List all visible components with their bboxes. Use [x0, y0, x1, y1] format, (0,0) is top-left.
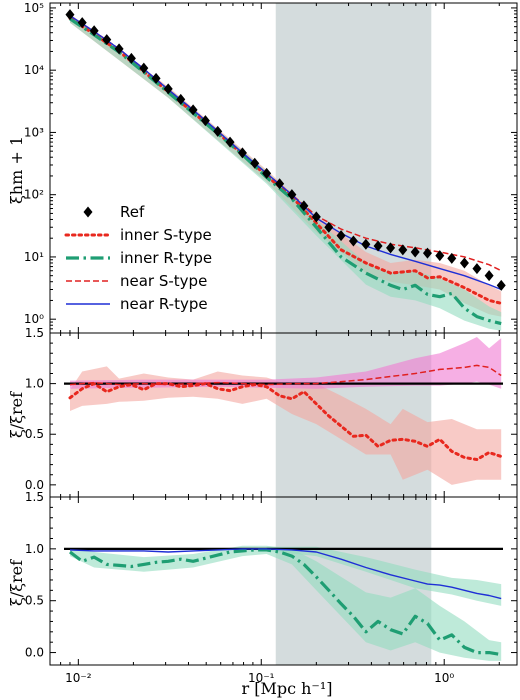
legend: Ref inner S-type inner R-type near S-type ne…: [64, 203, 212, 313]
series-lines-layer: [64, 9, 506, 657]
series-line-near-s-type: [69, 364, 502, 386]
y-tick-label: 1.0: [25, 542, 44, 556]
legend-entry-label: Ref: [120, 203, 145, 221]
ref-point: [126, 52, 136, 64]
ref-point: [176, 93, 186, 105]
ref-point: [151, 72, 161, 84]
ref-point: [299, 200, 309, 212]
x-axis-label: r [Mpc h⁻¹]: [241, 679, 332, 698]
ref-point: [422, 247, 432, 259]
legend-entry-label: inner R-type: [120, 249, 212, 267]
tick-labels-layer: 10⁰10¹10²10³10⁴10⁵0.00.51.01.50.00.51.01…: [24, 1, 455, 685]
y-tick-label: 10⁴: [24, 63, 44, 77]
ref-point: [139, 62, 149, 74]
y-tick-label: 1.5: [25, 326, 44, 340]
ref-point: [65, 9, 75, 21]
ref-point: [237, 147, 247, 159]
y-tick-label: 10⁵: [24, 1, 44, 15]
y-axis-label-top: ξhm + 1: [7, 136, 26, 204]
y-tick-label: 10¹: [24, 250, 44, 264]
y-tick-label: 0.0: [25, 478, 44, 492]
ref-point: [250, 157, 260, 169]
ref-point: [336, 230, 346, 242]
y-tick-label: 0.5: [25, 427, 44, 441]
ref-point: [188, 104, 198, 116]
panel-frame: [49, 496, 518, 666]
ref-point: [373, 240, 383, 252]
y-tick-label: 1.5: [25, 490, 44, 504]
ref-point: [484, 270, 494, 282]
ref-point: [163, 83, 173, 95]
ref-point: [447, 252, 457, 264]
ref-point: [324, 221, 334, 233]
series-line-inner-s-type: [68, 382, 503, 461]
series-line-inner-r-type: [69, 548, 502, 657]
y-tick-label: 1.0: [25, 377, 44, 391]
series-line-inner-r-type: [69, 17, 502, 326]
ref-point: [77, 17, 87, 29]
legend-entry-label: inner S-type: [120, 226, 212, 244]
y-tick-label: 10²: [24, 188, 44, 202]
ref-point: [200, 115, 210, 127]
series-line-near-r-type: [69, 548, 502, 600]
axes-layer: [49, 2, 518, 666]
ref-point: [496, 279, 506, 291]
x-tick-label: 10⁻¹: [248, 671, 275, 685]
ref-point: [114, 43, 124, 55]
legend-marker-ref: [83, 206, 93, 218]
uncertainty-band: [266, 546, 502, 606]
y-tick-label: 0.5: [25, 594, 44, 608]
y-tick-label: 0.0: [25, 646, 44, 660]
ref-point: [275, 178, 285, 190]
y-axis-label-middle: ξ/ξref: [7, 391, 26, 438]
ref-point: [225, 136, 235, 148]
ref-point: [213, 125, 223, 137]
legend-entry-label: near R-type: [120, 295, 208, 313]
ref-point: [262, 167, 272, 179]
y-axis-label-bottom: ξ/ξref: [7, 559, 26, 606]
ref-point: [472, 263, 482, 275]
ref-point: [410, 246, 420, 258]
legend-entry-label: near S-type: [120, 272, 207, 290]
y-tick-label: 10⁰: [24, 312, 44, 326]
uncertainty-band: [70, 366, 502, 485]
ref-point: [287, 189, 297, 201]
ref-point: [311, 211, 321, 223]
ref-point: [398, 244, 408, 256]
ref-point: [89, 25, 99, 37]
ref-point: [386, 242, 396, 254]
x-tick-label: 10⁰: [434, 671, 454, 685]
ref-point: [102, 34, 112, 46]
ref-point: [435, 250, 445, 262]
ref-point: [361, 238, 371, 250]
ref-point: [348, 235, 358, 247]
ref-point: [459, 257, 469, 269]
y-tick-label: 10³: [24, 125, 44, 139]
x-tick-label: 10⁻²: [65, 671, 92, 685]
